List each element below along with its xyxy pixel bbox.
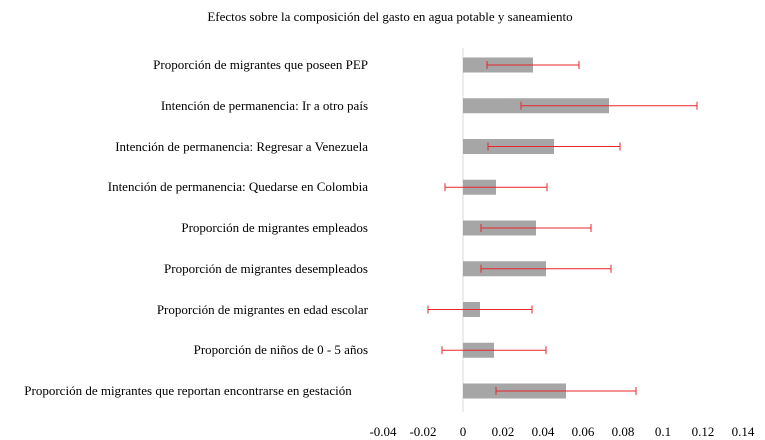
y-tick-label: Proporción de migrantes desempleados	[164, 260, 368, 276]
chart-title: Efectos sobre la composición del gasto e…	[207, 9, 572, 24]
y-tick-label: Proporción de migrantes empleados	[181, 220, 368, 235]
x-tick-label: 0.1	[655, 424, 671, 439]
error-bar	[427, 305, 533, 314]
y-tick-label: Intención de permanencia: Quedarse en Co…	[107, 179, 368, 195]
x-tick-label: 0.06	[572, 424, 595, 439]
x-tick-label: 0.14	[732, 424, 755, 439]
error-bar	[444, 183, 548, 192]
x-tick-label: 0.02	[492, 424, 515, 439]
y-tick-label: Proporción de migrantes que reportan enc…	[24, 383, 352, 398]
error-bar	[441, 346, 547, 355]
x-tick-label: -0.04	[369, 424, 397, 439]
error-bar	[520, 101, 698, 110]
error-bar	[495, 387, 637, 395]
x-tick-label: 0	[460, 424, 467, 439]
x-tick-label: 0.12	[692, 424, 715, 439]
error-bar	[487, 142, 621, 151]
y-tick-label: Proporción de migrantes en edad escolar	[156, 301, 368, 317]
error-bar	[480, 224, 592, 232]
x-tick-label: -0.02	[409, 424, 436, 439]
y-tick-label: Intención de permanencia: Ir a otro país	[160, 97, 368, 113]
y-tick-label: Intención de permanencia: Regresar a Ven…	[115, 138, 368, 154]
y-tick-label: Proporción de niños de 0 - 5 años	[193, 342, 368, 358]
x-tick-label: 0.08	[612, 424, 635, 439]
y-tick-label: Proporción de migrantes que poseen PEP	[153, 57, 368, 72]
error-bar	[486, 61, 580, 69]
error-bar	[480, 264, 612, 273]
x-tick-label: 0.04	[532, 424, 555, 439]
